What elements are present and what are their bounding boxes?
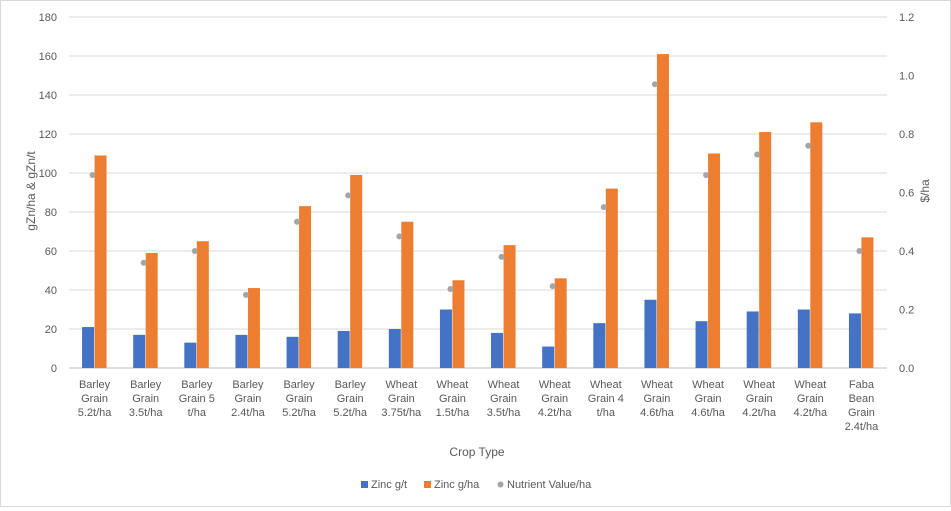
- marker-nutrient-value: [498, 253, 505, 260]
- y2-tick-label: 0.6: [899, 188, 914, 200]
- x-axis-title: Crop Type: [449, 445, 504, 459]
- x-category-label: Wheat Grain 3.75t/ha: [381, 379, 422, 419]
- bar-zinc-g-ha: [145, 252, 158, 368]
- marker-nutrient-value: [140, 259, 147, 266]
- marker-nutrient-value: [345, 192, 352, 199]
- y-axis-title: gZn/ha & gZn/t: [24, 151, 38, 231]
- bar-zinc-g-ha: [299, 206, 312, 368]
- y2-tick-label: 0.4: [899, 246, 914, 258]
- x-category-label: Wheat Grain 4.2t/ha: [793, 379, 828, 419]
- bar-zinc-g-ha: [401, 221, 414, 368]
- x-axis-categories: Barley Grain 5.2t/ha Barley Grain 3.5t/ha Barl…: [78, 379, 879, 433]
- x-category-label: Wheat Grain 3.5t/ha: [487, 379, 522, 419]
- bar-zinc-g-t: [439, 309, 452, 368]
- bar-zinc-g-t: [491, 332, 504, 368]
- marker-nutrient-value: [191, 248, 198, 254]
- legend-swatch: [361, 481, 368, 488]
- bar-zinc-g-ha: [503, 245, 516, 368]
- x-category-label: Barley Grain 5.2t/ha: [282, 379, 317, 419]
- marker-nutrient-value: [396, 233, 403, 240]
- y2-tick-label: 0.2: [899, 305, 914, 317]
- bar-zinc-g-t: [388, 329, 401, 368]
- y-axis-ticks: 0 20 40 60 80 100 120 140 160 180: [39, 12, 57, 375]
- bar-zinc-g-ha: [861, 237, 874, 368]
- marker-nutrient-value: [754, 151, 761, 158]
- bar-zinc-g-t: [746, 311, 759, 368]
- bar-zinc-g-ha: [350, 174, 363, 368]
- x-category-label: Barley Grain 2.4t/ha: [231, 379, 266, 419]
- bar-zinc-g-ha: [554, 278, 567, 368]
- y-tick-label: 20: [45, 324, 57, 336]
- bars: [82, 54, 874, 369]
- bar-zinc-g-t: [797, 309, 810, 368]
- y-tick-label: 100: [39, 168, 57, 180]
- y2-tick-label: 1.2: [899, 12, 914, 24]
- legend-swatch: [424, 481, 431, 488]
- marker-nutrient-value: [447, 286, 454, 293]
- y-tick-label: 160: [39, 51, 57, 63]
- bar-zinc-g-ha: [759, 132, 772, 368]
- bar-zinc-g-t: [695, 321, 708, 368]
- bar-zinc-g-ha: [196, 241, 209, 368]
- legend-label: Nutrient Value/ha: [507, 479, 592, 491]
- y2-tick-label: 0.0: [899, 363, 914, 375]
- bar-zinc-g-t: [235, 334, 248, 368]
- x-category-label: Wheat Grain 4.6t/ha: [691, 379, 726, 419]
- bar-zinc-g-t: [184, 342, 197, 368]
- y-tick-label: 0: [51, 363, 57, 375]
- x-category-label: Wheat Grain 4.2t/ha: [538, 379, 573, 419]
- y-tick-label: 60: [45, 246, 57, 258]
- y2-axis-ticks: 0.0 0.2 0.4 0.6 0.8 1.0 1.2: [899, 12, 914, 375]
- x-category-label: Barley Grain 5.2t/ha: [333, 379, 368, 419]
- x-category-label: Barley Grain 5.2t/ha: [78, 379, 113, 419]
- y-tick-label: 140: [39, 90, 57, 102]
- y2-axis-title: $/ha: [918, 179, 932, 203]
- y-tick-label: 80: [45, 207, 57, 219]
- marker-nutrient-value: [651, 81, 658, 88]
- y2-tick-label: 1.0: [899, 71, 914, 83]
- bar-zinc-g-t: [848, 313, 861, 368]
- markers: [89, 81, 863, 298]
- bar-zinc-g-ha: [94, 155, 107, 368]
- marker-nutrient-value: [89, 171, 96, 178]
- legend-label: Zinc g/ha: [434, 479, 480, 491]
- marker-nutrient-value: [703, 171, 710, 178]
- legend: Zinc g/t Zinc g/ha Nutrient Value/ha: [361, 479, 592, 491]
- legend-swatch: [497, 481, 504, 488]
- legend-label: Zinc g/t: [371, 479, 407, 491]
- marker-nutrient-value: [549, 283, 556, 290]
- bar-zinc-g-ha: [656, 54, 669, 369]
- x-category-label: Barley Grain 3.5t/ha: [129, 379, 164, 419]
- bar-zinc-g-ha: [605, 188, 618, 368]
- marker-nutrient-value: [805, 142, 812, 149]
- x-category-label: Wheat Grain 4 t/ha: [588, 379, 624, 419]
- marker-nutrient-value: [294, 218, 301, 225]
- bar-zinc-g-t: [593, 323, 606, 368]
- marker-nutrient-value: [242, 291, 249, 298]
- bar-zinc-g-ha: [708, 153, 721, 368]
- x-category-label: Barley Grain 5 t/ha: [179, 379, 215, 419]
- x-category-label: Wheat Grain 4.2t/ha: [742, 379, 777, 419]
- bar-zinc-g-t: [82, 327, 95, 368]
- y2-tick-label: 0.8: [899, 129, 914, 141]
- x-category-label: Wheat Grain 1.5t/ha: [436, 379, 471, 419]
- y-tick-label: 40: [45, 285, 57, 297]
- bar-zinc-g-ha: [247, 288, 260, 368]
- bar-zinc-g-t: [133, 334, 146, 368]
- bar-zinc-g-ha: [452, 280, 465, 368]
- marker-nutrient-value: [856, 248, 863, 254]
- bar-zinc-g-t: [542, 346, 555, 368]
- y-tick-label: 180: [39, 12, 57, 24]
- marker-nutrient-value: [600, 204, 607, 211]
- x-category-label: Faba Bean Grain 2.4t/ha: [845, 379, 880, 433]
- bar-zinc-g-t: [644, 299, 657, 368]
- bar-zinc-g-ha: [810, 122, 823, 368]
- bar-zinc-g-t: [286, 336, 299, 368]
- x-category-label: Wheat Grain 4.6t/ha: [640, 379, 675, 419]
- y-tick-label: 120: [39, 129, 57, 141]
- bar-zinc-g-t: [337, 330, 350, 368]
